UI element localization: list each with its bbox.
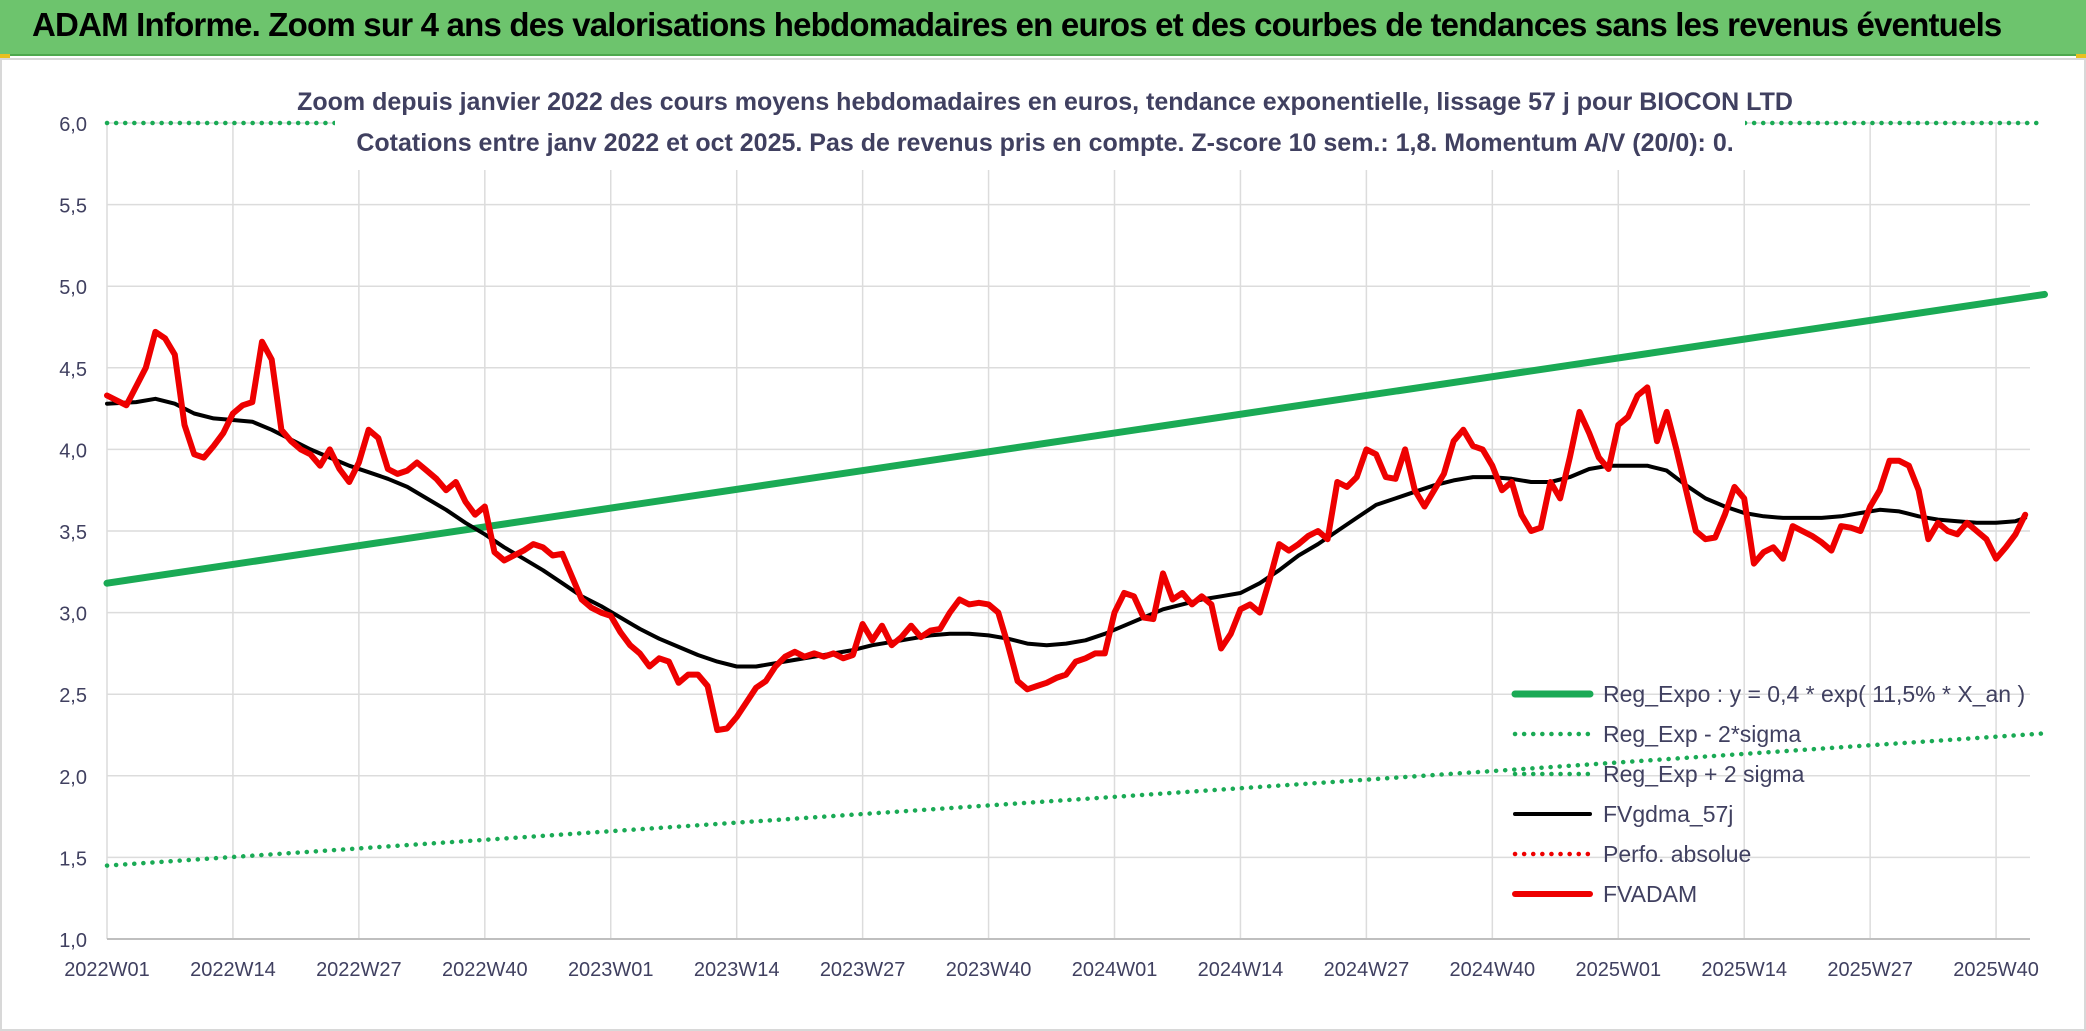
x-tick-label: 2023W01 [568, 959, 654, 981]
x-tick-label: 2024W01 [1072, 959, 1158, 981]
legend-label-reg-exp-2-sigma: Reg_Exp - 2*sigma [1603, 721, 1801, 747]
series-fvgdma-57j [105, 396, 2028, 669]
x-tick-label: 2024W14 [1198, 959, 1284, 981]
x-tick-label: 2022W40 [442, 959, 528, 981]
y-tick-label: 1,5 [59, 848, 87, 870]
chart-series [103, 120, 2048, 868]
x-tick-label: 2025W01 [1575, 959, 1661, 981]
y-tick-label: 4,0 [59, 440, 87, 462]
legend-label-reg-expo-y-0-4-exp-11-5-x-an: Reg_Expo : y = 0,4 * exp( 11,5% * X_an ) [1603, 681, 2025, 707]
y-axis-ticks: 1,0 1,5 2,0 2,5 3,0 3,5 4,0 4,5 5,0 5,5 6,0 [59, 114, 87, 952]
y-tick-label: 2,0 [59, 767, 87, 789]
chart-title-line-2: Cotations entre janv 2022 et oct 2025. P… [356, 129, 1733, 157]
x-tick-label: 2024W27 [1324, 959, 1410, 981]
y-tick-label: 5,5 [59, 196, 87, 218]
x-tick-label: 2022W14 [190, 959, 276, 981]
chart-legend: Reg_Expo : y = 0,4 * exp( 11,5% * X_an )… [1511, 681, 2025, 907]
y-tick-label: 2,5 [59, 685, 87, 707]
banner-corner-right [2076, 54, 2086, 58]
y-tick-label: 6,0 [59, 114, 87, 136]
y-tick-label: 4,5 [59, 359, 87, 381]
chart-frame [0, 58, 2086, 1031]
x-tick-label: 2023W40 [946, 959, 1032, 981]
x-tick-label: 2023W14 [694, 959, 780, 981]
x-tick-label: 2023W27 [820, 959, 906, 981]
report-banner: ADAM Informe. Zoom sur 4 ans des valoris… [0, 0, 2086, 56]
y-tick-label: 3,5 [59, 522, 87, 544]
series-fvadam [104, 328, 2029, 734]
chart-title-bg-rect [335, 78, 1745, 170]
x-tick-label: 2025W14 [1701, 959, 1787, 981]
series-reg-exp-2-sigma [104, 731, 2047, 868]
legend-label-fvgdma-57j: FVgdma_57j [1603, 801, 1733, 827]
x-tick-label: 2022W27 [316, 959, 402, 981]
x-axis-ticks: 2022W01 2022W14 2022W27 2022W40 2023W01 2023W… [64, 959, 2039, 981]
banner-corner-left [0, 54, 10, 58]
legend-label-reg-exp-2-sigma: Reg_Exp + 2 sigma [1603, 761, 1805, 787]
y-tick-label: 3,0 [59, 604, 87, 626]
series-reg-expo-y-0-4-exp-11-5-x-an [103, 290, 2048, 587]
legend-label-perfo-absolue: Perfo. absolue [1603, 841, 1751, 867]
y-tick-label: 5,0 [59, 277, 87, 299]
x-tick-label: 2025W27 [1827, 959, 1913, 981]
y-tick-label: 1,0 [59, 930, 87, 952]
chart-title-background [335, 78, 1745, 170]
legend-label-fvadam: FVADAM [1603, 881, 1697, 907]
x-tick-label: 2025W40 [1953, 959, 2039, 981]
chart-title-line-1: Zoom depuis janvier 2022 des cours moyen… [297, 88, 1793, 116]
report-title: ADAM Informe. Zoom sur 4 ans des valoris… [32, 6, 2002, 43]
x-tick-label: 2022W01 [64, 959, 150, 981]
chart-grid [106, 122, 2030, 940]
x-tick-label: 2024W40 [1450, 959, 1536, 981]
